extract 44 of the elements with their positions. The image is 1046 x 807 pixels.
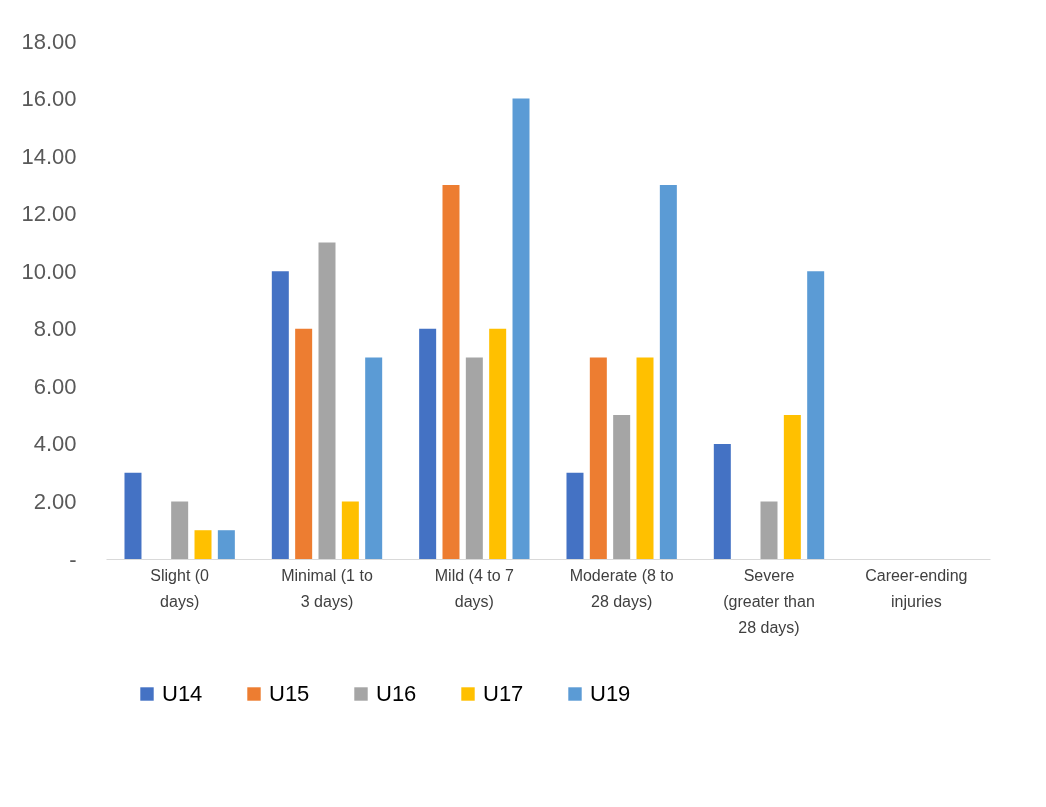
y-tick-label: 8.00 <box>33 316 77 342</box>
x-tick-label: Slight (0 days) <box>150 566 210 610</box>
legend-label: U17 <box>483 681 524 706</box>
legend-label: U19 <box>590 681 631 706</box>
y-tick-label: 12.00 <box>21 201 77 227</box>
bar <box>713 443 731 559</box>
bar <box>171 501 189 559</box>
y-tick-label: 2.00 <box>33 488 77 514</box>
bar <box>442 184 460 559</box>
x-tick-label: Minimal (1 to 3 days) <box>281 566 373 610</box>
bar <box>419 328 437 559</box>
bar <box>636 357 654 559</box>
x-tick-label: Moderate (8 to 28 days) <box>569 566 674 610</box>
x-tick-label: Career-ending injuries <box>865 566 968 610</box>
y-tick-label: - <box>69 546 77 572</box>
x-tick-label: Mild (4 to 7 days) <box>434 566 515 610</box>
y-tick-label: 16.00 <box>21 86 77 112</box>
bar <box>194 530 212 559</box>
legend-label: U15 <box>269 681 310 706</box>
y-tick-label: 10.00 <box>21 258 77 284</box>
bar <box>365 357 383 559</box>
bar <box>271 271 289 559</box>
bar <box>489 328 507 559</box>
bar <box>124 472 142 559</box>
bar <box>341 501 359 559</box>
y-tick-label: 14.00 <box>21 143 77 169</box>
bar <box>318 242 336 559</box>
bar <box>783 415 801 559</box>
y-tick-label: 6.00 <box>33 373 77 399</box>
bar <box>760 501 778 559</box>
bar <box>613 415 631 559</box>
bar <box>217 530 235 559</box>
legend-label: U14 <box>162 681 203 706</box>
bar <box>465 357 483 559</box>
bar <box>295 328 313 559</box>
bar <box>807 271 825 559</box>
bar <box>659 184 677 559</box>
y-tick-label: 18.00 <box>21 28 77 54</box>
legend-label: U16 <box>376 681 417 706</box>
bar <box>566 472 584 559</box>
bar <box>512 98 530 559</box>
y-tick-label: 4.00 <box>33 431 77 457</box>
x-tick-label: Severe (greater than 28 days) <box>723 566 815 636</box>
bar <box>589 357 607 559</box>
